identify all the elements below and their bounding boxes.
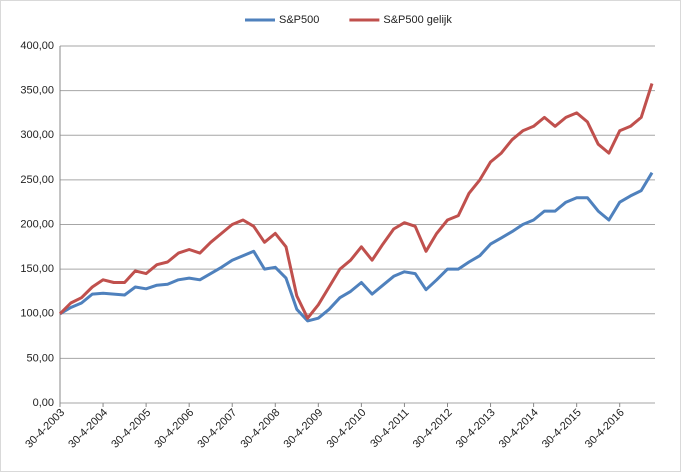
series-line (58, 83, 654, 320)
legend-label: S&P500 (279, 14, 319, 26)
y-tick-label: 200,00 (20, 218, 54, 230)
y-tick-label: 400,00 (20, 40, 54, 52)
legend: S&P500 S&P500 gelijk (245, 14, 452, 26)
y-tick-label: 150,00 (20, 263, 54, 275)
y-tick-label: 100,00 (20, 308, 54, 320)
legend-label: S&P500 gelijk (383, 14, 452, 26)
y-tick-label: 350,00 (20, 85, 54, 97)
y-tick-label: 50,00 (26, 352, 54, 364)
y-tick-label: 0,00 (33, 397, 54, 409)
y-tick-label: 300,00 (20, 129, 54, 141)
series-line (59, 171, 654, 323)
y-tick-label: 250,00 (20, 174, 54, 186)
